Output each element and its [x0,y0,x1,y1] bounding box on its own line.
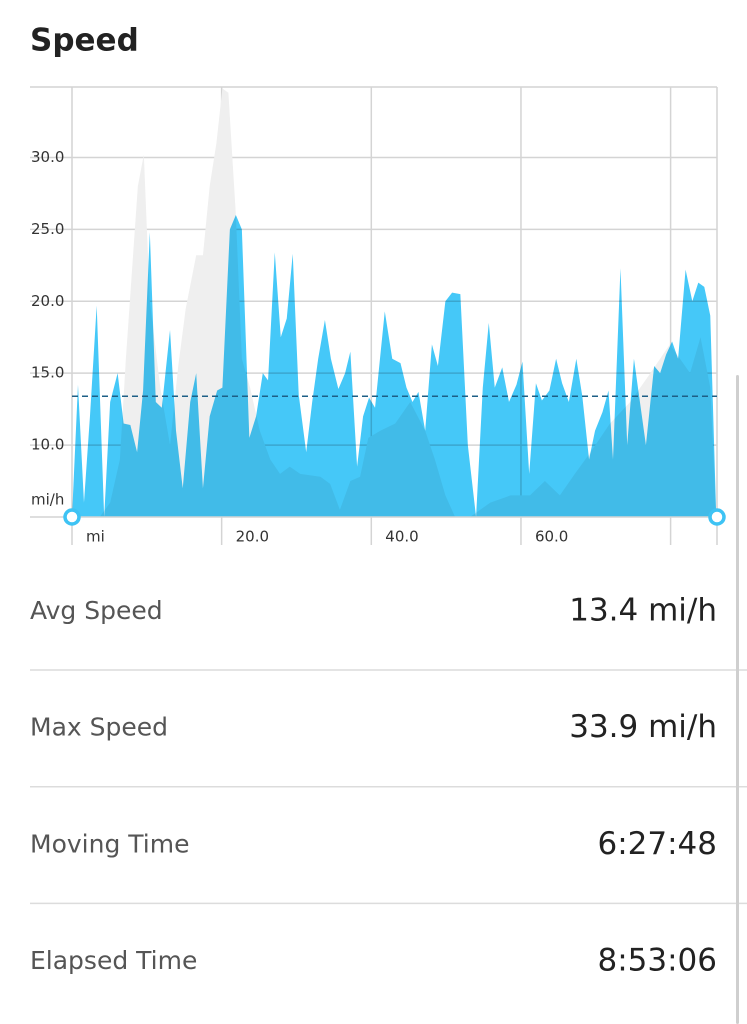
stat-value: 13.4 mi/h [569,593,717,629]
y-unit: mi/h [31,491,64,509]
stat-label: Moving Time [30,829,189,858]
stat-value: 33.9 mi/h [569,709,717,745]
stat-label: Avg Speed [30,596,163,625]
range-handle [708,508,726,526]
y-tick-label: 15.0 [31,364,64,382]
stat-value: 6:27:48 [597,826,717,862]
scrollbar [736,375,739,1024]
speed-area [72,214,717,517]
y-tick-label: 25.0 [31,220,64,238]
stat-value: 8:53:06 [597,943,717,979]
stat-label: Elapsed Time [30,946,197,975]
stat-label: Max Speed [30,713,168,742]
y-tick-label: 20.0 [31,292,64,310]
x-unit: mi [86,528,105,546]
title: Speed [30,23,139,59]
x-tick-label: 20.0 [236,528,269,546]
y-tick-label: 30.0 [31,148,64,166]
chart: 10.0 15.0 20.0 25.0 30.0 20.0 40.0 60.0 mi/h mi [30,86,726,546]
y-tick-label: 10.0 [31,436,64,454]
stats-list: Avg Speed 13.4 mi/h Max Speed 33.9 mi/h Movi… [30,593,747,979]
x-tick-label: 60.0 [535,528,568,546]
range-handle [63,508,81,526]
x-tick-label: 40.0 [385,528,418,546]
